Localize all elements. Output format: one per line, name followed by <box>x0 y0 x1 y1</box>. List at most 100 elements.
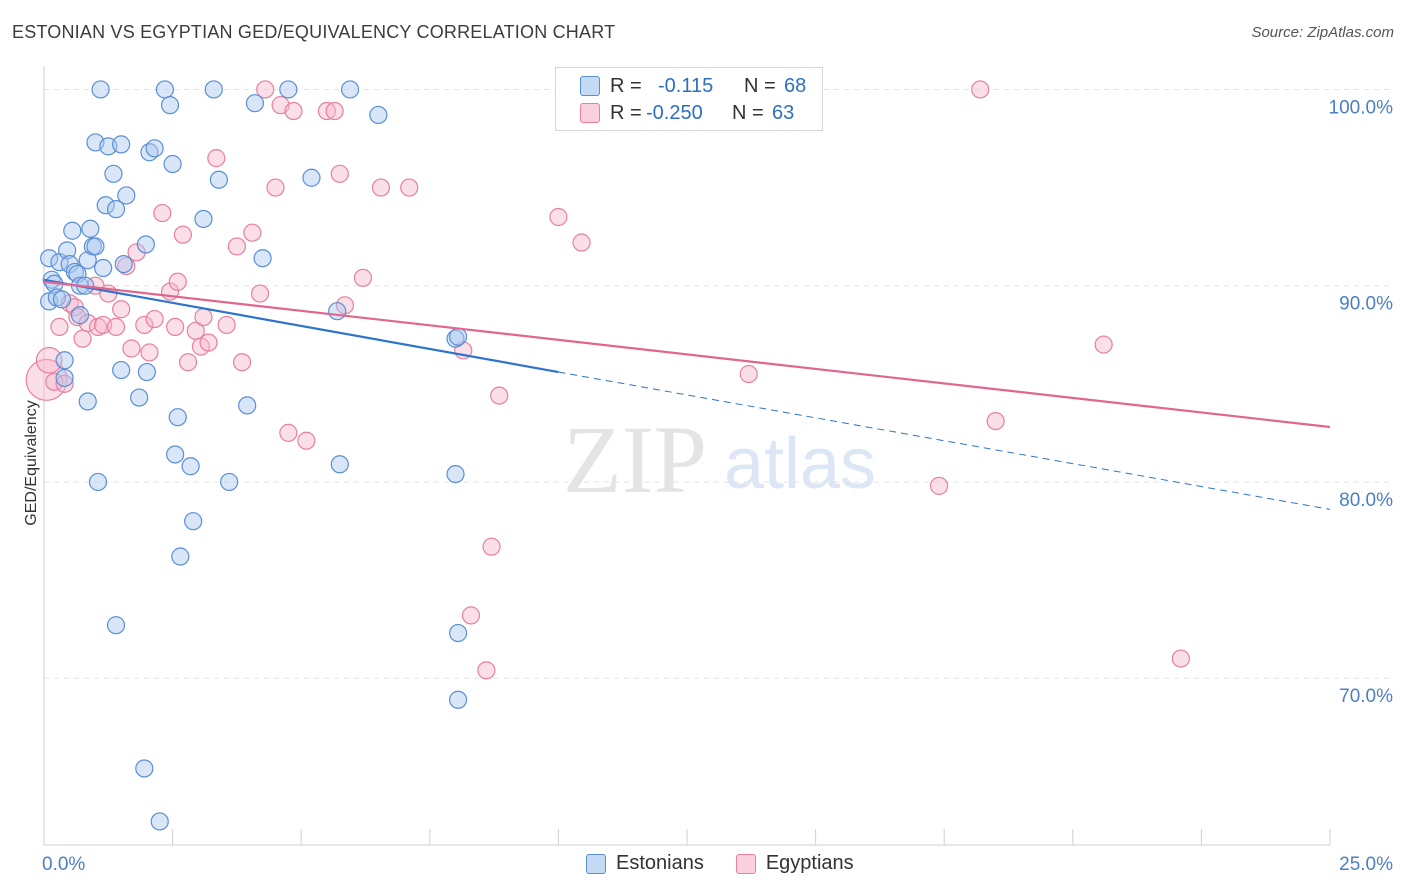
egyptians-legend-swatch <box>735 853 756 874</box>
egyptians-point <box>330 164 349 183</box>
egyptians-point <box>106 317 126 336</box>
estonians-point <box>446 329 465 348</box>
y-tick-label: 80.0% <box>1339 490 1393 511</box>
egyptians-point <box>284 101 303 121</box>
estonians-legend-label: Estonians <box>616 852 704 874</box>
estonians-point <box>446 464 465 484</box>
x-tick-label-min: 0.0% <box>42 854 85 875</box>
estonians-point <box>253 249 272 268</box>
egyptians-point <box>549 207 568 227</box>
watermark-zip: ZIP <box>563 406 707 513</box>
gridlines <box>44 88 1392 679</box>
y-tick-label: 100.0% <box>1329 97 1394 118</box>
estonians-point <box>163 154 182 174</box>
estonians-point <box>166 445 185 464</box>
estonians-point <box>184 512 203 531</box>
estonians-point <box>136 235 155 254</box>
egyptians-point <box>266 178 285 197</box>
estonians-point <box>448 690 468 709</box>
egyptians-point <box>371 178 391 197</box>
egyptians-point <box>1094 335 1113 354</box>
egyptians-point <box>739 364 758 384</box>
estonians-point <box>70 306 90 325</box>
estonians-point <box>302 168 321 187</box>
source-credit: Source: ZipAtlas.com <box>1251 24 1394 41</box>
egyptians-point <box>325 101 344 121</box>
egyptians-point <box>461 606 481 625</box>
egyptians-point <box>68 307 87 327</box>
estonians-point <box>160 96 180 115</box>
egyptians-point <box>194 307 213 327</box>
r-label: R = <box>610 74 642 97</box>
estonians-point <box>340 80 360 99</box>
y-tick-labels: 70.0% 80.0% 90.0% 100.0% <box>1329 97 1394 707</box>
r-label: R = <box>610 101 642 124</box>
egyptians-point <box>482 537 501 556</box>
egyptians-point <box>317 101 337 121</box>
estonians-point <box>448 623 468 643</box>
estonians-point <box>194 209 213 229</box>
axes <box>43 66 1331 846</box>
estonians-point <box>94 258 113 278</box>
estonians-point <box>150 812 169 831</box>
egyptians-point <box>55 374 74 393</box>
egyptians-point <box>400 178 419 197</box>
estonians-n-value: 68 <box>784 74 807 97</box>
egyptians-point <box>78 313 97 333</box>
egyptians-point <box>986 412 1005 431</box>
estonians-point <box>168 408 187 427</box>
egyptians-point <box>199 333 218 352</box>
watermark-atlas: atlas <box>724 424 876 504</box>
estonians-point <box>135 759 154 778</box>
estonians-trend-extension <box>558 371 1331 510</box>
egyptians-point <box>243 223 262 242</box>
estonians-point <box>130 388 149 407</box>
egyptians-point <box>1171 649 1190 668</box>
estonians-point <box>86 237 105 256</box>
trend-lines <box>43 278 1331 510</box>
estonians-point <box>328 302 347 321</box>
x-tick-labels: 0.0% 25.0% <box>42 854 1393 875</box>
egyptians-point <box>135 315 154 335</box>
egyptians-swatch <box>580 103 600 123</box>
egyptians-point <box>572 233 591 252</box>
estonians-point <box>112 360 131 380</box>
egyptians-point <box>250 284 270 303</box>
n-label: N = <box>744 74 776 97</box>
egyptians-point <box>145 309 164 329</box>
egyptians-point <box>168 272 187 291</box>
estonians-point <box>88 472 108 492</box>
estonians-point <box>220 472 239 492</box>
egyptians-point <box>279 423 298 442</box>
egyptians-point <box>166 317 185 336</box>
estonians-point <box>104 164 123 183</box>
y-axis-label: GED/Equivalency <box>23 400 40 525</box>
estonians-point <box>81 219 100 238</box>
estonians-point <box>63 221 82 240</box>
estonians-point <box>106 616 126 635</box>
egyptians-trend-line <box>43 280 1331 429</box>
egyptians-point <box>173 225 192 244</box>
estonians-point <box>106 200 126 219</box>
legend-item-egyptians[interactable]: Egyptians <box>735 852 854 875</box>
egyptians-point <box>112 300 131 319</box>
stats-legend: R = -0.115 N = 68 R = -0.250 N = 63 <box>555 67 823 131</box>
estonians-point <box>155 80 174 99</box>
estonians-point <box>369 105 388 125</box>
egyptians-point <box>490 386 509 405</box>
egyptians-point <box>232 353 252 372</box>
estonians-point <box>78 251 97 270</box>
egyptians-point <box>35 346 63 374</box>
egyptians-point <box>117 256 136 276</box>
estonians-point <box>55 368 74 388</box>
legend-item-estonians[interactable]: Estonians <box>586 852 704 875</box>
estonians-point <box>238 396 257 415</box>
estonians-point <box>112 135 131 154</box>
estonians-point <box>65 262 84 282</box>
n-label: N = <box>732 101 764 124</box>
estonians-point <box>137 362 156 382</box>
egyptians-point <box>50 317 69 336</box>
estonians-points <box>40 80 468 831</box>
egyptians-point <box>971 80 990 99</box>
